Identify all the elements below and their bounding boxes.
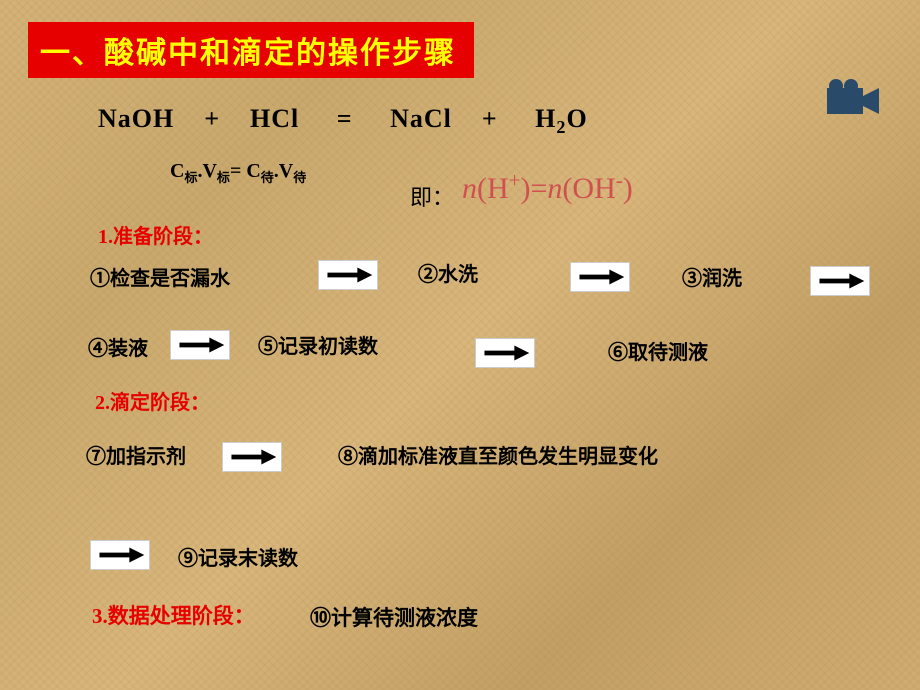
step-1: ①检查是否漏水 xyxy=(90,262,230,291)
video-camera-icon[interactable] xyxy=(824,78,882,120)
step-7: ⑦加指示剂 xyxy=(86,440,186,469)
stage-1-label: 1.准备阶段： xyxy=(98,220,213,249)
step-6: ⑥取待测液 xyxy=(608,336,708,365)
step-8: ⑧滴加标准液直至颜色发生明显变化 xyxy=(338,440,658,469)
stage-3-label: 3.数据处理阶段： xyxy=(92,600,255,630)
arrow-icon xyxy=(570,262,630,292)
step-10: ⑩计算待测液浓度 xyxy=(310,602,478,632)
step-5: ⑤记录初读数 xyxy=(258,330,378,359)
cv-formula: C标.V标= C待.V待 xyxy=(170,160,306,186)
ji-label: 即： xyxy=(410,180,454,212)
step-4: ④装液 xyxy=(88,332,148,361)
arrow-icon xyxy=(810,266,870,296)
arrow-icon xyxy=(170,330,230,360)
slide: 一、酸碱中和滴定的操作步骤 NaOH + HCl = NaCl + H2O C标… xyxy=(0,0,920,690)
step-3: ③润洗 xyxy=(682,262,742,291)
arrow-icon xyxy=(90,540,150,570)
slide-title: 一、酸碱中和滴定的操作步骤 xyxy=(28,22,474,78)
step-2: ②水洗 xyxy=(418,258,478,287)
arrow-icon xyxy=(318,260,378,290)
step-9: ⑨记录末读数 xyxy=(178,542,298,571)
stage-2-label: 2.滴定阶段： xyxy=(95,386,210,415)
arrow-icon xyxy=(222,442,282,472)
arrow-icon xyxy=(475,338,535,368)
chemical-equation: NaOH + HCl = NaCl + H2O xyxy=(98,104,588,138)
n-formula: n(H+)=n(OH-) xyxy=(462,168,633,206)
